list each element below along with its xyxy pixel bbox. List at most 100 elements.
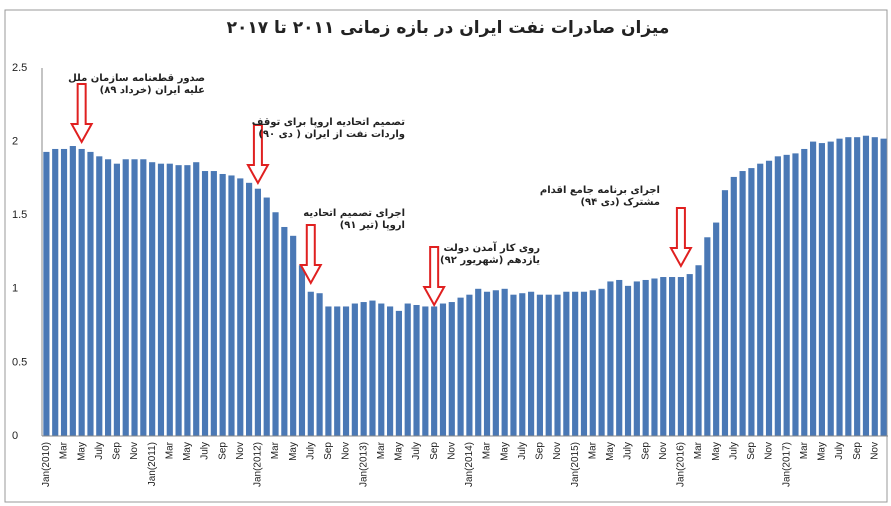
bar [175, 165, 182, 437]
x-tick-label: Nov [235, 442, 246, 460]
bar [651, 278, 658, 436]
x-tick-label: Jan(2016) [676, 442, 687, 487]
bar [457, 297, 464, 436]
bar [836, 138, 843, 436]
bar [149, 162, 156, 436]
bar [157, 163, 165, 436]
y-tick-label: 2.5 [12, 62, 27, 74]
bar [60, 148, 68, 436]
x-tick-label: Nov [552, 442, 563, 460]
x-tick-label: July [517, 442, 528, 460]
bar [219, 173, 226, 436]
bar [660, 277, 667, 436]
bar [536, 294, 543, 436]
chart-title: میزان صادرات نفت ایران در بازه زمانی ۲۰۱… [227, 18, 670, 38]
bar [422, 306, 429, 436]
y-tick-label: 0.5 [12, 356, 27, 368]
x-tick-label: Jan(2013) [358, 442, 369, 487]
x-tick-label: Mar [799, 441, 810, 459]
bar [713, 222, 720, 436]
bar [263, 197, 270, 436]
bar [501, 288, 508, 436]
y-tick-label: 1.5 [12, 209, 27, 221]
bar [105, 159, 112, 436]
annotation: روی کار آمدن دولت [443, 241, 540, 254]
x-tick-label: Jan(2010) [41, 442, 52, 487]
bar [228, 175, 235, 436]
bar [413, 304, 420, 436]
x-tick-label: Nov [129, 442, 140, 460]
x-tick-label: July [411, 442, 422, 460]
x-tick-label: July [94, 442, 105, 460]
bar [483, 291, 491, 436]
bar [783, 154, 790, 436]
bar [113, 163, 120, 436]
x-tick-label: Jan(2012) [253, 442, 264, 487]
bar [580, 291, 588, 436]
x-tick-label: May [817, 442, 828, 461]
bar [845, 137, 852, 436]
bar [607, 281, 614, 436]
x-tick-label: Sep [323, 442, 334, 460]
bar [131, 159, 138, 436]
bar [563, 291, 570, 436]
bar [757, 163, 764, 436]
x-tick-label: Sep [535, 442, 546, 460]
arrow [422, 246, 446, 308]
bar [237, 178, 244, 436]
annotation: اروپا (تیر ۹۱) [340, 220, 405, 231]
x-tick-label: May [182, 442, 193, 461]
bar [246, 182, 253, 436]
annotation: اجرای برنامه جامع اقدام [540, 185, 660, 196]
x-tick-label: Sep [852, 442, 863, 460]
bar [686, 274, 693, 436]
x-tick-label: May [711, 442, 722, 461]
bar [439, 303, 447, 436]
bar [677, 277, 684, 436]
annotation: یازدهم (شهریور ۹۲) [440, 255, 540, 266]
bar [466, 294, 473, 436]
x-tick-label: Sep [112, 442, 123, 460]
x-tick-label: July [834, 442, 845, 460]
bar [360, 302, 367, 436]
bar [862, 135, 870, 436]
bar [431, 306, 438, 436]
bar [307, 291, 314, 436]
x-tick-label: Nov [764, 442, 775, 460]
x-tick-label: Nov [869, 442, 880, 460]
bar [475, 288, 482, 436]
x-tick-label: Mar [59, 441, 70, 459]
frame [4, 9, 888, 503]
bar [96, 156, 103, 436]
x-tick-label: Sep [746, 442, 757, 460]
bar [184, 165, 191, 437]
x-tick-label: Nov [446, 442, 457, 460]
x-tick-label: Mar [376, 441, 387, 459]
x-tick-label: July [728, 442, 739, 460]
annotation: مشترک (دی ۹۴) [580, 197, 660, 208]
bar [316, 293, 323, 436]
x-tick-label: Sep [640, 442, 651, 460]
y-tick-label: 1 [12, 283, 18, 295]
bar [721, 190, 729, 436]
bar [78, 148, 85, 436]
bar [290, 235, 297, 436]
bar [519, 293, 526, 436]
x-tick-label: Jan(2015) [570, 442, 581, 487]
arrow [246, 124, 270, 186]
bar [334, 306, 341, 436]
x-tick-label: Sep [217, 442, 228, 460]
bar [827, 141, 834, 436]
x-tick-label: Jan(2014) [464, 442, 475, 487]
bar [342, 306, 350, 436]
x-tick-label: July [305, 442, 316, 460]
bar [854, 137, 861, 436]
bar [210, 171, 217, 437]
bar [122, 159, 129, 436]
bar [369, 300, 376, 436]
annotation: تصمیم اتحادیه اروپا برای توقف [252, 117, 405, 128]
annotation: علیه ایران (خرداد ۸۹) [100, 85, 205, 96]
arrow [669, 207, 693, 269]
bar [704, 237, 711, 436]
